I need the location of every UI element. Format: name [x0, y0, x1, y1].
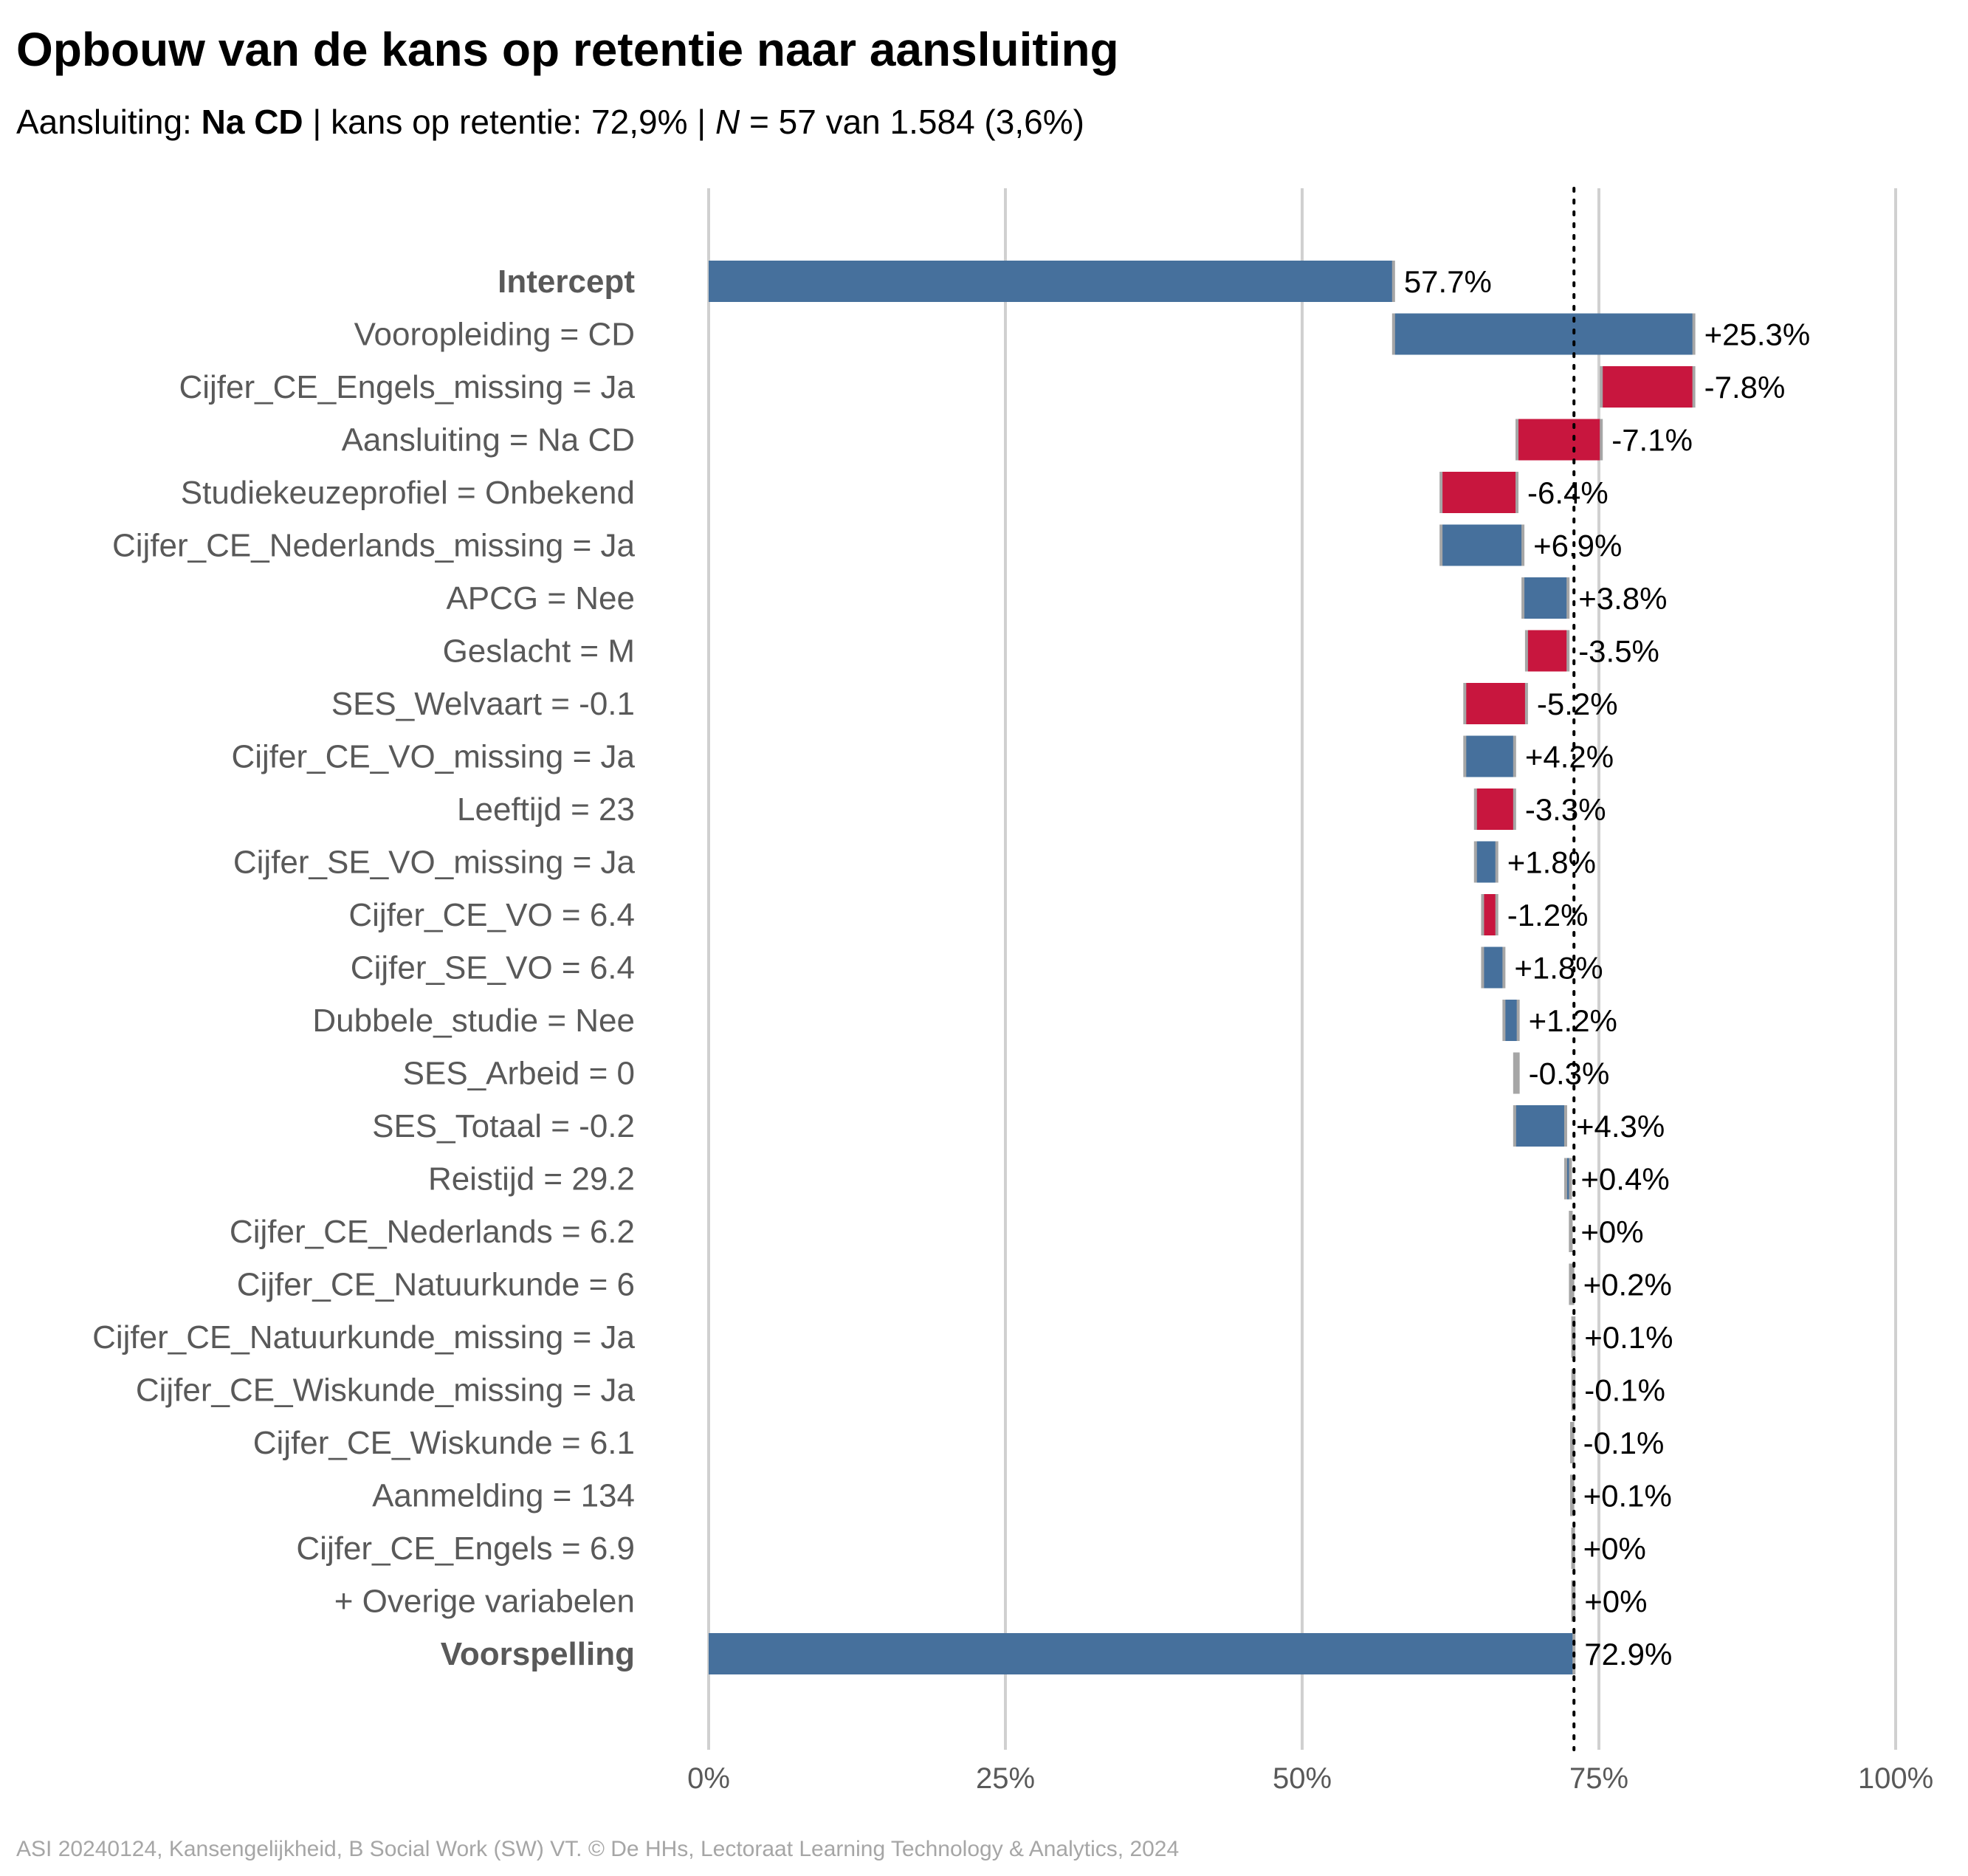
contribution-bar	[1523, 577, 1569, 619]
value-label: 72.9%	[1584, 1637, 1672, 1671]
contribution-bar	[1441, 524, 1524, 566]
chart-subtitle: Aansluiting: Na CD | kans op retentie: 7…	[16, 102, 1084, 142]
contribution-bar	[1514, 1105, 1566, 1147]
row-label: Cijfer_CE_Nederlands_missing = Ja	[112, 528, 636, 564]
subtitle-n-label: N	[715, 103, 740, 141]
row-label: Cijfer_CE_VO = 6.4	[348, 897, 635, 933]
row-label: Aanmelding = 134	[372, 1478, 635, 1514]
contribution-bar	[1601, 366, 1694, 408]
row-label: Geslacht = M	[443, 633, 635, 670]
subtitle-group: Na CD	[201, 103, 303, 141]
row-label: Cijfer_SE_VO_missing = Ja	[233, 845, 636, 881]
value-label: -7.1%	[1611, 423, 1693, 458]
value-label: +1.8%	[1507, 845, 1596, 880]
contribution-bar	[1514, 1052, 1518, 1094]
row-label: Cijfer_CE_Natuurkunde_missing = Ja	[92, 1319, 635, 1356]
row-label: Cijfer_SE_VO = 6.4	[351, 950, 635, 986]
total-bar	[709, 261, 1394, 302]
contribution-bar	[1475, 841, 1497, 883]
subtitle-suffix: = 57 van 1.584 (3,6%)	[740, 103, 1084, 141]
value-label: -3.5%	[1578, 634, 1659, 669]
row-label: Cijfer_CE_VO_missing = Ja	[231, 739, 635, 775]
value-label: +0%	[1584, 1584, 1647, 1619]
row-label: SES_Welvaart = -0.1	[331, 686, 635, 722]
value-label: +0.1%	[1583, 1479, 1672, 1513]
value-label: +0.4%	[1580, 1162, 1669, 1197]
row-labels: Intercept Vooropleiding = CD Cijfer_CE_Eng…	[92, 264, 635, 1672]
row-label: Aansluiting = Na CD	[342, 422, 635, 458]
row-label: Dubbele_studie = Nee	[312, 1003, 635, 1039]
value-label: +6.9%	[1533, 529, 1622, 563]
value-label: -0.3%	[1529, 1056, 1610, 1091]
value-label: +1.2%	[1529, 1003, 1617, 1038]
row-label: Cijfer_CE_Wiskunde = 6.1	[253, 1425, 635, 1461]
value-label: +0%	[1580, 1214, 1643, 1249]
value-label: -1.2%	[1507, 898, 1589, 932]
row-label: Cijfer_CE_Engels_missing = Ja	[179, 369, 635, 405]
contribution-bar	[1465, 683, 1527, 724]
chart-title: Opbouw van de kans op retentie naar aans…	[16, 23, 1119, 76]
value-label: +25.3%	[1704, 317, 1811, 352]
row-label: SES_Arbeid = 0	[403, 1056, 635, 1092]
value-label: -3.3%	[1525, 792, 1606, 827]
value-label: +4.2%	[1525, 740, 1614, 774]
row-label: Cijfer_CE_Natuurkunde = 6	[237, 1267, 635, 1303]
row-label: Vooropleiding = CD	[354, 317, 635, 353]
subtitle-prefix: Aansluiting:	[16, 103, 202, 141]
row-label: Cijfer_CE_Engels = 6.9	[296, 1530, 635, 1567]
value-label: -7.8%	[1704, 370, 1786, 405]
row-label: Cijfer_CE_Wiskunde_missing = Ja	[136, 1372, 636, 1409]
value-label: +0.2%	[1583, 1268, 1672, 1302]
value-label: +1.8%	[1514, 951, 1603, 986]
grid-lines	[707, 188, 1897, 1750]
row-label: Intercept	[498, 264, 635, 300]
contribution-bar	[1393, 313, 1694, 355]
subtitle-mid: | kans op retentie: 72,9% |	[303, 103, 715, 141]
value-label: +3.8%	[1578, 581, 1667, 616]
x-axis-ticks: 0% 25% 50% 75% 100%	[687, 1762, 1933, 1795]
x-tick-label: 25%	[976, 1762, 1035, 1795]
contribution-bar	[1504, 1000, 1518, 1041]
row-label: Leeftijd = 23	[457, 791, 635, 828]
value-label: 57.7%	[1404, 264, 1492, 299]
waterfall-chart: Intercept Vooropleiding = CD Cijfer_CE_Eng…	[92, 187, 1933, 1795]
contribution-bar	[1517, 419, 1602, 461]
value-label: -5.2%	[1537, 687, 1618, 721]
row-label: SES_Totaal = -0.2	[372, 1108, 635, 1144]
row-label: Reistijd = 29.2	[428, 1161, 635, 1198]
caption: ASI 20240124, Kansengelijkheid, B Social…	[16, 1837, 1180, 1861]
row-label: Studiekeuzeprofiel = Onbekend	[181, 475, 635, 511]
x-tick-label: 75%	[1569, 1762, 1628, 1795]
row-label: APCG = Nee	[446, 580, 635, 616]
value-label: -0.1%	[1583, 1426, 1665, 1460]
contribution-bar	[1526, 630, 1569, 672]
contribution-bar	[1465, 735, 1515, 777]
x-tick-label: 100%	[1858, 1762, 1933, 1795]
value-label: +0.1%	[1584, 1320, 1673, 1355]
x-tick-label: 0%	[687, 1762, 730, 1795]
contribution-bar	[1482, 894, 1497, 935]
total-bar	[709, 1633, 1575, 1674]
value-labels: 57.7% +25.3% -7.8% -7.1%-6.4% +6.9% +3.8% -3.5…	[1404, 264, 1810, 1671]
value-label: +4.3%	[1576, 1109, 1665, 1144]
contribution-bar	[1482, 946, 1504, 989]
value-label: -6.4%	[1527, 475, 1609, 510]
contribution-bar	[1565, 1158, 1571, 1200]
row-label: Cijfer_CE_Nederlands = 6.2	[230, 1214, 635, 1250]
row-label: + Overige variabelen	[334, 1584, 635, 1620]
row-label: Voorspelling	[441, 1636, 635, 1672]
value-label: -0.1%	[1584, 1373, 1665, 1408]
contribution-bar	[1475, 788, 1515, 830]
x-tick-label: 50%	[1273, 1762, 1332, 1795]
contribution-bar	[1441, 472, 1518, 513]
value-label: +0%	[1583, 1531, 1646, 1566]
